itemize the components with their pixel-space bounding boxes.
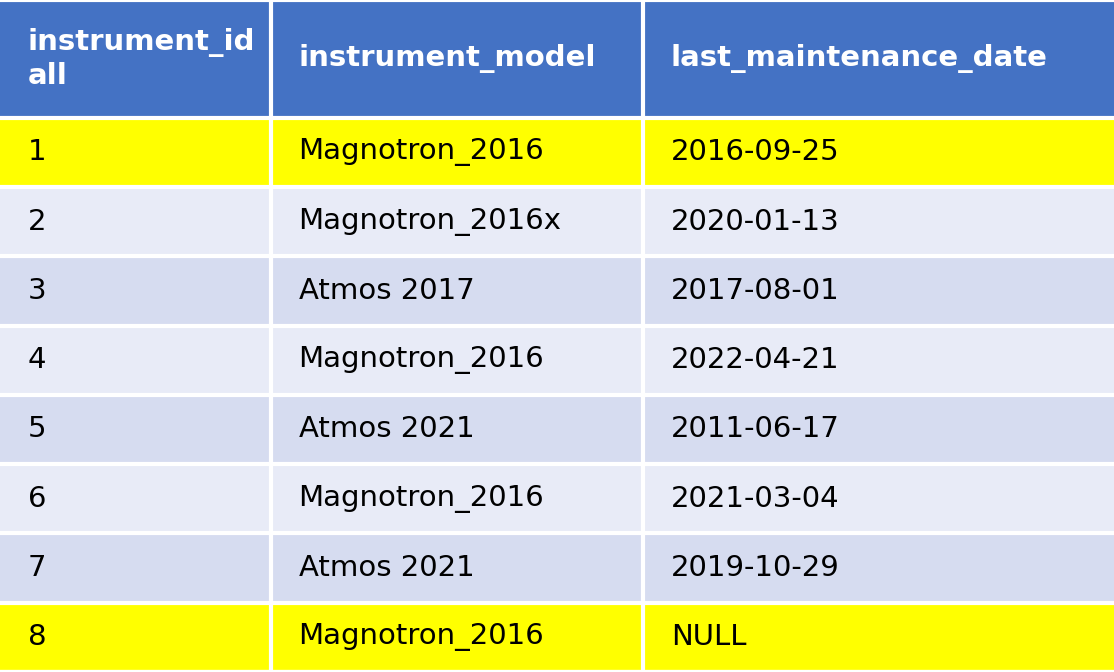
Bar bbox=[643, 0, 1114, 118]
Bar bbox=[0, 0, 271, 118]
Text: 4: 4 bbox=[28, 346, 47, 374]
Bar bbox=[0, 603, 271, 672]
Bar bbox=[643, 534, 1114, 603]
Text: Atmos 2017: Atmos 2017 bbox=[299, 277, 475, 305]
Text: 7: 7 bbox=[28, 554, 47, 582]
Text: 8: 8 bbox=[28, 624, 47, 651]
Text: Magnotron_2016: Magnotron_2016 bbox=[299, 485, 545, 513]
Bar bbox=[271, 187, 643, 256]
Text: Magnotron_2016: Magnotron_2016 bbox=[299, 346, 545, 374]
Bar bbox=[643, 464, 1114, 534]
Text: 6: 6 bbox=[28, 485, 47, 513]
Text: 2: 2 bbox=[28, 208, 47, 236]
Bar bbox=[0, 256, 271, 325]
Bar bbox=[0, 534, 271, 603]
Text: 2011-06-17: 2011-06-17 bbox=[671, 415, 840, 444]
Text: NULL: NULL bbox=[671, 624, 746, 651]
Text: 2020-01-13: 2020-01-13 bbox=[671, 208, 839, 236]
Bar bbox=[0, 187, 271, 256]
Text: Magnotron_2016x: Magnotron_2016x bbox=[299, 208, 561, 236]
Text: 2017-08-01: 2017-08-01 bbox=[671, 277, 839, 305]
Text: instrument_model: instrument_model bbox=[299, 44, 596, 73]
Bar bbox=[643, 603, 1114, 672]
Text: 1: 1 bbox=[28, 138, 47, 166]
Bar bbox=[271, 118, 643, 187]
Text: Magnotron_2016: Magnotron_2016 bbox=[299, 624, 545, 651]
Bar bbox=[271, 256, 643, 325]
Text: 2019-10-29: 2019-10-29 bbox=[671, 554, 839, 582]
Bar bbox=[0, 325, 271, 395]
Bar bbox=[271, 464, 643, 534]
Bar bbox=[0, 118, 271, 187]
Bar bbox=[271, 0, 643, 118]
Bar bbox=[643, 256, 1114, 325]
Text: 2016-09-25: 2016-09-25 bbox=[671, 138, 839, 166]
Text: Atmos 2021: Atmos 2021 bbox=[299, 415, 475, 444]
Bar bbox=[271, 534, 643, 603]
Text: last_maintenance_date: last_maintenance_date bbox=[671, 44, 1047, 73]
Bar bbox=[643, 118, 1114, 187]
Bar bbox=[643, 325, 1114, 395]
Bar bbox=[643, 187, 1114, 256]
Text: 2022-04-21: 2022-04-21 bbox=[671, 346, 839, 374]
Text: Magnotron_2016: Magnotron_2016 bbox=[299, 138, 545, 166]
Bar bbox=[271, 603, 643, 672]
Text: instrument_id
all: instrument_id all bbox=[28, 28, 255, 89]
Text: 2021-03-04: 2021-03-04 bbox=[671, 485, 839, 513]
Bar bbox=[643, 395, 1114, 464]
Text: 3: 3 bbox=[28, 277, 47, 305]
Bar bbox=[271, 325, 643, 395]
Bar bbox=[0, 464, 271, 534]
Text: 5: 5 bbox=[28, 415, 47, 444]
Bar bbox=[271, 395, 643, 464]
Bar bbox=[0, 395, 271, 464]
Text: Atmos 2021: Atmos 2021 bbox=[299, 554, 475, 582]
